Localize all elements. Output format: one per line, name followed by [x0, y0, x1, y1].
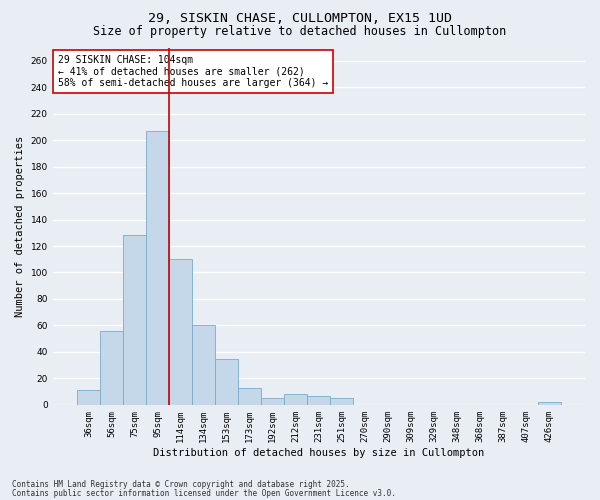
Bar — [331, 398, 353, 405]
Bar — [261, 398, 284, 405]
Bar — [77, 390, 100, 405]
Bar — [538, 402, 561, 405]
Bar — [192, 326, 215, 405]
Bar — [307, 396, 331, 405]
Bar — [284, 394, 307, 405]
Bar — [100, 330, 123, 405]
Bar — [123, 236, 146, 405]
Text: Contains HM Land Registry data © Crown copyright and database right 2025.: Contains HM Land Registry data © Crown c… — [12, 480, 350, 489]
Text: 29 SISKIN CHASE: 104sqm
← 41% of detached houses are smaller (262)
58% of semi-d: 29 SISKIN CHASE: 104sqm ← 41% of detache… — [58, 54, 328, 88]
Text: Size of property relative to detached houses in Cullompton: Size of property relative to detached ho… — [94, 25, 506, 38]
Bar — [146, 131, 169, 405]
Y-axis label: Number of detached properties: Number of detached properties — [15, 136, 25, 317]
Bar — [238, 388, 261, 405]
Bar — [169, 260, 192, 405]
X-axis label: Distribution of detached houses by size in Cullompton: Distribution of detached houses by size … — [153, 448, 484, 458]
Text: 29, SISKIN CHASE, CULLOMPTON, EX15 1UD: 29, SISKIN CHASE, CULLOMPTON, EX15 1UD — [148, 12, 452, 26]
Bar — [215, 358, 238, 405]
Text: Contains public sector information licensed under the Open Government Licence v3: Contains public sector information licen… — [12, 488, 396, 498]
